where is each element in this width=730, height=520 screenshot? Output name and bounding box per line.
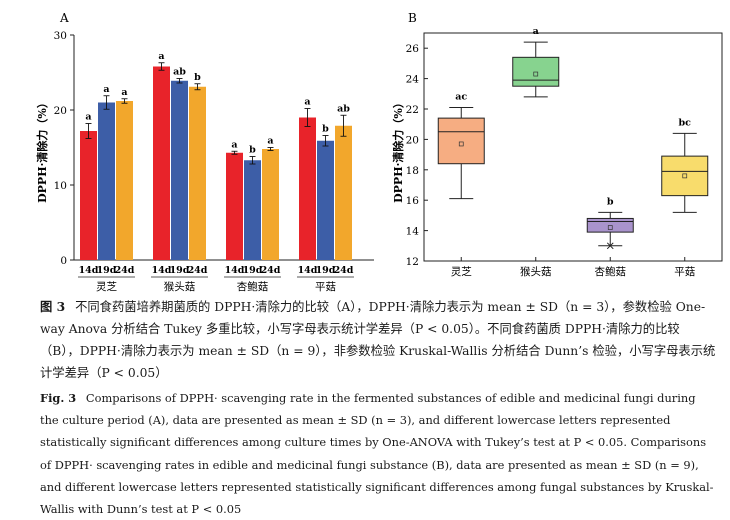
panel-a-group-label: 平菇 — [315, 280, 336, 293]
panel-b-y-tick-label: 24 — [406, 74, 420, 86]
panel-a-time-label: 14d — [79, 265, 99, 276]
panel-a-bar — [116, 101, 133, 260]
figure-3: A DPPH·清除力（%） 0 10 20 30 a 14d a 19d a 24d 灵芝 a 14d… — [35, 11, 723, 293]
panel-b-mean-marker — [682, 173, 688, 179]
panel-a-time-label: 24d — [334, 265, 354, 276]
caption-chinese-text: 不同食药菌培养期菌质的 DPPH·清除力的比较（A），DPPH·清除力表示为 m… — [40, 300, 716, 380]
panel-b-box-plot: B DPPH·清除力（%） 12 14 16 18 20 22 24 26 灵芝 猴头菇 杏鲍菇 平菇… — [391, 11, 723, 278]
panel-a-bar — [244, 160, 261, 260]
panel-a-y-tick-label: 10 — [54, 180, 67, 192]
panel-a-y-tick-label: 0 — [60, 255, 67, 267]
panel-b-x-tick-label: 猴头菇 — [520, 265, 552, 278]
panel-b-significance-letter: ac — [455, 91, 467, 102]
panel-a-bar — [262, 149, 279, 260]
panel-b-y-tick-label: 14 — [406, 226, 420, 238]
panel-b-y-tick-label: 16 — [406, 195, 420, 207]
panel-a-significance-letter: a — [103, 84, 109, 95]
panel-a-time-label: 19d — [243, 265, 263, 276]
panel-b-significance-letter: bc — [679, 117, 692, 128]
panel-a-y-axis-label: DPPH·清除力（%） — [35, 97, 49, 203]
caption-english: Fig. 3 Comparisons of DPPH· scavenging r… — [40, 387, 716, 520]
panel-a-significance-letter: b — [249, 145, 256, 156]
panel-b-x-tick-label: 平菇 — [674, 265, 695, 278]
panel-b-x-tick-label: 灵芝 — [451, 265, 472, 278]
panel-b-mean-marker — [607, 225, 613, 230]
caption-chinese-label: 图 3 — [40, 299, 66, 314]
panel-b-y-tick-label: 12 — [406, 256, 419, 268]
caption-chinese: 图 3 不同食药菌培养期菌质的 DPPH·清除力的比较（A），DPPH·清除力表… — [40, 296, 716, 384]
panel-a-time-label: 14d — [298, 265, 318, 276]
panel-b-outlier — [606, 242, 614, 250]
panel-a-significance-letter: a — [121, 87, 127, 98]
panel-b-significance-letter: b — [607, 196, 614, 207]
caption-english-text: Comparisons of DPPH· scavenging rate in … — [40, 391, 714, 517]
panel-a-significance-letter: b — [194, 72, 201, 83]
panel-a-time-label: 14d — [225, 265, 245, 276]
panel-a-y-tick-label: 20 — [54, 105, 67, 117]
panel-a-group-label: 灵芝 — [96, 280, 117, 293]
panel-a-time-label: 14d — [152, 265, 172, 276]
panel-a-bar — [80, 131, 97, 260]
panel-a-significance-letter: a — [267, 136, 273, 147]
panel-b-mean-marker — [533, 71, 539, 77]
panel-b-x-tick-label: 杏鲍菇 — [595, 265, 627, 278]
panel-a-significance-letter: a — [304, 97, 310, 108]
panel-a-significance-letter: ab — [337, 103, 350, 114]
panel-a-time-label: 19d — [97, 265, 117, 276]
panel-b-label: B — [408, 11, 417, 25]
panel-a-group-label: 猴头菇 — [164, 280, 196, 293]
panel-b-box — [437, 117, 485, 165]
panel-a-time-label: 19d — [316, 265, 336, 276]
panel-b-mean-marker — [458, 141, 464, 147]
panel-a-time-label: 24d — [261, 265, 281, 276]
panel-a-bar — [98, 102, 115, 260]
panel-a-significance-letter: a — [85, 112, 91, 123]
panel-a-bar — [171, 80, 188, 260]
panel-b-y-tick-label: 20 — [406, 134, 419, 146]
panel-b-y-axis-label: DPPH·清除力（%） — [391, 97, 405, 203]
panel-a-bar — [189, 86, 206, 260]
panel-a-significance-letter: b — [322, 124, 329, 135]
panel-a-bar — [226, 152, 243, 260]
panel-b-frame — [423, 32, 723, 262]
panel-a-group-label: 杏鲍菇 — [237, 280, 269, 293]
panel-a-bar — [153, 66, 170, 260]
panel-a-y-tick-label: 30 — [54, 30, 67, 42]
panel-a-bar — [299, 117, 316, 260]
panel-b-y-tick-label: 22 — [406, 104, 419, 116]
panel-a-label: A — [59, 11, 69, 25]
panel-a-significance-letter: a — [231, 139, 237, 150]
panel-a-significance-letter: a — [158, 51, 164, 62]
panel-b-significance-letter: a — [533, 26, 539, 37]
panel-a-bar-chart: A DPPH·清除力（%） 0 10 20 30 a 14d a 19d a 24d 灵芝 a 14d… — [35, 11, 374, 293]
panel-a-time-label: 24d — [115, 265, 135, 276]
panel-a-time-label: 24d — [188, 265, 208, 276]
panel-b-box — [661, 155, 709, 197]
panel-a-time-label: 19d — [170, 265, 190, 276]
panel-b-y-tick-label: 26 — [406, 43, 420, 55]
panel-a-bar — [317, 140, 334, 260]
panel-a-bar — [335, 125, 352, 260]
panel-b-y-tick-label: 18 — [406, 165, 419, 177]
panel-a-significance-letter: ab — [173, 67, 186, 78]
caption-english-label: Fig. 3 — [40, 391, 77, 405]
